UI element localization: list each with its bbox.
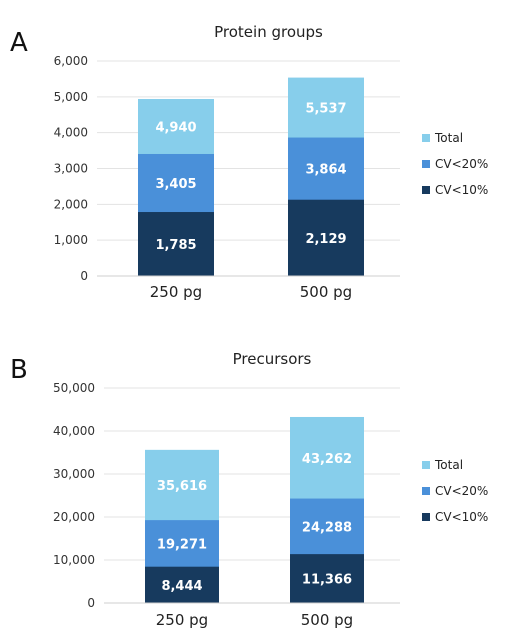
data-label: 4,940 (155, 120, 196, 135)
legend-swatch (422, 513, 430, 521)
y-tick-label: 30,000 (53, 467, 95, 481)
data-label: 24,288 (302, 520, 352, 535)
legend-label: CV<10% (435, 510, 488, 524)
panel-letter-b: B (10, 355, 28, 385)
y-tick-label: 5,000 (54, 90, 88, 104)
panel-a: A Protein groups 0 1,000 2,000 3,000 4,000 5,0… (10, 23, 489, 301)
legend-label: CV<20% (435, 484, 488, 498)
y-tick-label: 6,000 (54, 54, 88, 68)
data-label: 43,262 (302, 452, 352, 467)
y-tick-label: 10,000 (53, 553, 95, 567)
data-label: 3,405 (155, 177, 196, 192)
x-category-label: 250 pg (156, 611, 208, 629)
x-category-label: 250 pg (150, 283, 202, 301)
bar-cv-10--0 (138, 212, 214, 276)
y-tick-label: 40,000 (53, 424, 95, 438)
bar-cv-10--1 (290, 554, 364, 603)
legend-label: CV<10% (435, 183, 488, 197)
y-tick-label: 50,000 (53, 381, 95, 395)
y-tick-label: 2,000 (54, 197, 88, 211)
legend-swatch (422, 461, 430, 469)
y-tick-label: 1,000 (54, 233, 88, 247)
x-category-label: 500 pg (301, 611, 353, 629)
data-label: 2,129 (305, 232, 346, 247)
x-category-label: 500 pg (300, 283, 352, 301)
data-label: 5,537 (305, 102, 346, 117)
y-tick-label: 4,000 (54, 126, 88, 140)
legend-label: Total (434, 131, 463, 145)
panel-letter-a: A (10, 28, 28, 58)
panel-b: B Precursors 0 10,000 20,000 30,000 40,000 50,… (0, 319, 521, 638)
y-tick-label: 0 (87, 596, 95, 610)
legend-label: Total (434, 458, 463, 472)
legend-label: CV<20% (435, 157, 488, 171)
legend-swatch (422, 160, 430, 168)
legend-swatch (422, 186, 430, 194)
data-label: 11,366 (302, 573, 352, 588)
y-tick-label: 20,000 (53, 510, 95, 524)
legend-swatch (422, 487, 430, 495)
data-label: 19,271 (157, 537, 207, 552)
chart-title-protein-groups: Protein groups (214, 23, 323, 41)
y-tick-label: 0 (80, 269, 88, 283)
data-label: 1,785 (155, 238, 196, 253)
data-label: 8,444 (161, 579, 202, 594)
chart-precursors: Precursors 0 10,000 20,000 30,000 40,000 50,00… (53, 350, 488, 629)
data-label: 3,864 (305, 163, 346, 178)
bar-cv-10--0 (145, 566, 219, 603)
legend-swatch (422, 134, 430, 142)
chart-protein-groups: Protein groups 0 1,000 2,000 3,000 4,000 5,000… (54, 23, 489, 301)
y-tick-label: 3,000 (54, 162, 88, 176)
chart-title-precursors: Precursors (233, 350, 312, 368)
data-label: 35,616 (157, 479, 207, 494)
bar-cv-10--1 (288, 199, 364, 276)
